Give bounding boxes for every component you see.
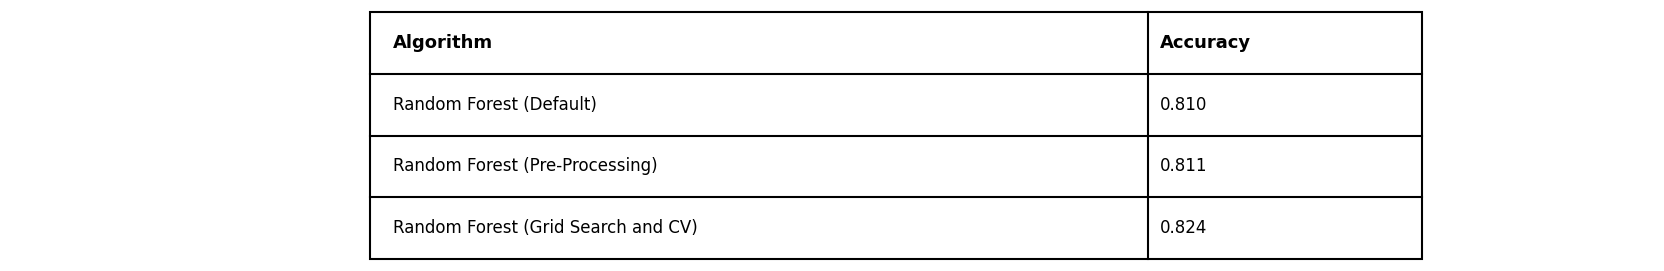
- Bar: [369, 12, 1421, 259]
- Text: Algorithm: Algorithm: [393, 34, 493, 52]
- Text: 0.810: 0.810: [1158, 96, 1206, 114]
- Text: Random Forest (Grid Search and CV): Random Forest (Grid Search and CV): [393, 219, 697, 237]
- Text: Accuracy: Accuracy: [1158, 34, 1250, 52]
- Text: Random Forest (Default): Random Forest (Default): [393, 96, 597, 114]
- Text: Random Forest (Pre-Processing): Random Forest (Pre-Processing): [393, 157, 657, 175]
- Text: 0.811: 0.811: [1158, 157, 1206, 175]
- Text: 0.824: 0.824: [1158, 219, 1206, 237]
